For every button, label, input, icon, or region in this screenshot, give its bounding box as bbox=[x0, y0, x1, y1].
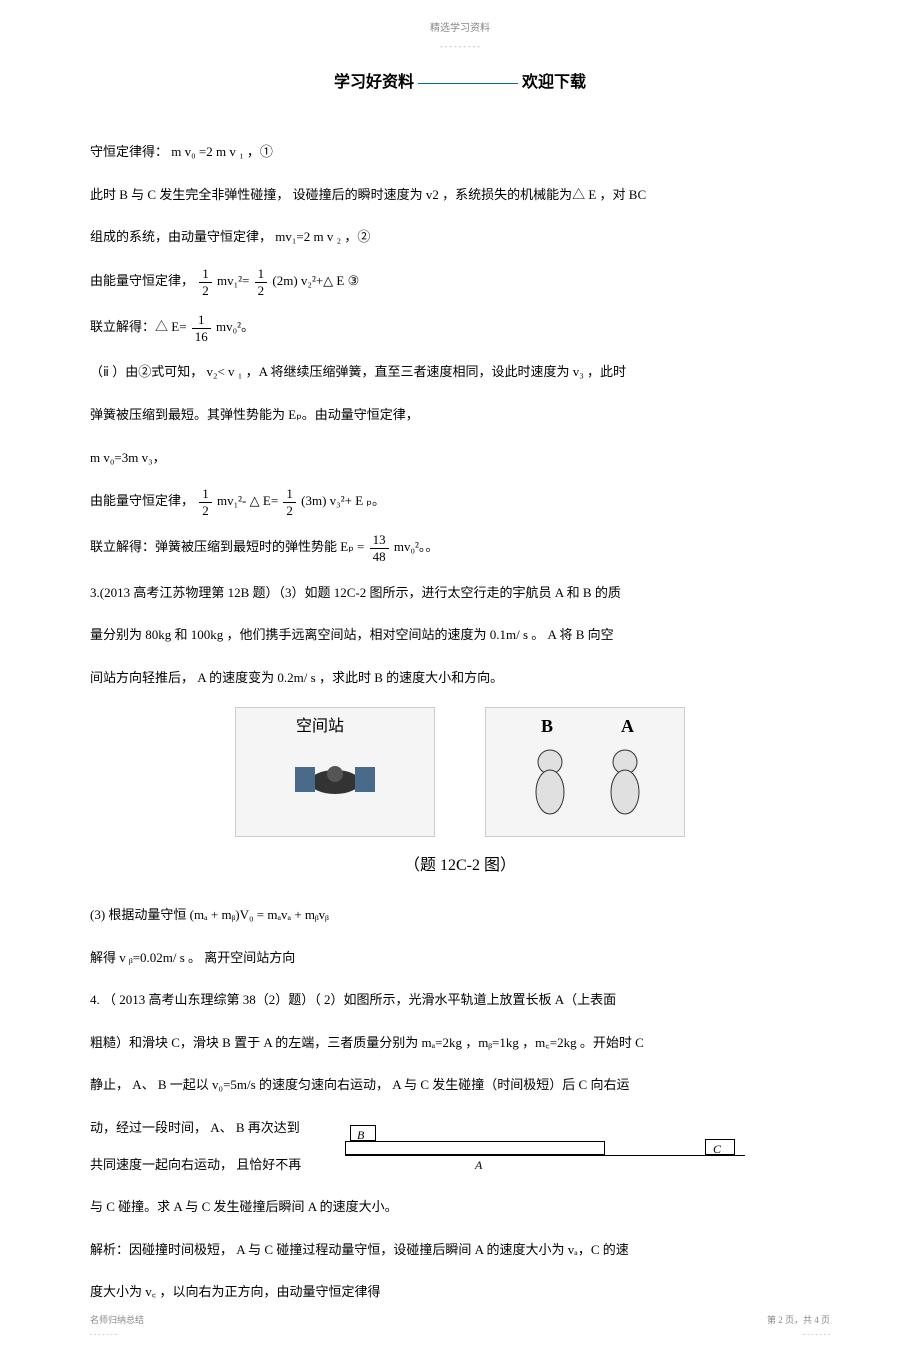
line8: m v₀=3m v₃， bbox=[90, 444, 830, 473]
line19b: 共同速度一起向右运动， 且恰好不再 bbox=[90, 1151, 330, 1180]
line4: 由能量守恒定律， 1 2 mv₁²= 1 2 (2m) v₂²+△ E ③ bbox=[90, 266, 830, 298]
header-right: 欢迎下载 bbox=[522, 74, 586, 91]
content: 守恒定律得： m v₀ =2 m v ₁ ，① 此时 B 与 C 发生完全非弹性… bbox=[90, 138, 830, 1307]
board-a bbox=[345, 1141, 605, 1155]
top-dots: - - - - - - - - - bbox=[90, 40, 830, 54]
line12: 量分别为 80kg 和 100kg ，他们携手远离空间站，相对空间站的速度为 0… bbox=[90, 621, 830, 650]
line14: (3) 根据动量守恒 (mₐ + mᵦ)V₀ = mₐvₐ + mᵦvᵦ bbox=[90, 901, 830, 930]
line22: 度大小为 v꜀ ，以向右为正方向，由动量守恒定律得 bbox=[90, 1278, 830, 1307]
line16: 4. （ 2013 高考山东理综第 38（2）题）（ 2）如图所示，光滑水平轨道… bbox=[90, 986, 830, 1015]
line20: 与 C 碰撞。求 A 与 C 发生碰撞后瞬间 A 的速度大小。 bbox=[90, 1193, 830, 1222]
line19a: 动，经过一段时间， A、 B 再次达到 bbox=[90, 1114, 330, 1143]
line3: 组成的系统，由动量守恒定律， mv₁=2 m v ₂ ，② bbox=[90, 223, 830, 252]
line1: 守恒定律得： m v₀ =2 m v ₁ ，① bbox=[90, 138, 830, 167]
astronauts-icon bbox=[495, 717, 675, 827]
frac-half-1: 1 2 bbox=[199, 266, 212, 298]
space-station-figure: 空间站 bbox=[235, 707, 435, 837]
line10: 联立解得：弹簧被压缩到最短时的弹性势能 Eₚ = 13 48 mv₀²。。 bbox=[90, 532, 830, 564]
astro-a-label: A bbox=[621, 710, 634, 742]
astro-b-label: B bbox=[541, 710, 553, 742]
line9: 由能量守恒定律， 1 2 mv₁²- △ E= 1 2 (3m) v₃²+ E … bbox=[90, 486, 830, 518]
footer: 名师归纳总结 - - - - - - - 第 2 页，共 4 页 - - - -… bbox=[90, 1312, 830, 1341]
line11: 3.(2013 高考江苏物理第 12B 题）（3）如题 12C-2 图所示，进行… bbox=[90, 579, 830, 608]
header-underline bbox=[418, 83, 518, 84]
figure-row: 空间站 B A bbox=[90, 707, 830, 837]
frac-half-3: 1 2 bbox=[199, 486, 212, 518]
header-line: 学习好资料 欢迎下载 bbox=[90, 69, 830, 98]
figure-caption: （题 12C-2 图） bbox=[90, 852, 830, 881]
line21: 解析：因碰撞时间极短， A 与 C 碰撞过程动量守恒，设碰撞后瞬间 A 的速度大… bbox=[90, 1236, 830, 1265]
frac-half-4: 1 2 bbox=[283, 486, 296, 518]
space-station-icon bbox=[275, 732, 395, 812]
label-a: A bbox=[475, 1155, 482, 1177]
line15: 解得 v ᵦ=0.02m/ s 。 离开空间站方向 bbox=[90, 944, 830, 973]
astronauts-figure: B A bbox=[485, 707, 685, 837]
frac-half-2: 1 2 bbox=[255, 266, 268, 298]
physics-diagram: B A C bbox=[345, 1119, 830, 1179]
line17: 粗糙）和滑块 C，滑块 B 置于 A 的左端，三者质量分别为 mₐ=2kg ，m… bbox=[90, 1029, 830, 1058]
frac-sixteenth: 1 16 bbox=[192, 312, 211, 344]
ground-line bbox=[345, 1155, 745, 1156]
line13: 间站方向轻推后， A 的速度变为 0.2m/ s ，求此时 B 的速度大小和方向… bbox=[90, 664, 830, 693]
top-label: 精选学习资料 bbox=[90, 20, 830, 38]
line6: （ⅱ ）由②式可知， v₂< v ₁ ，A 将继续压缩弹簧，直至三者速度相同，设… bbox=[90, 358, 830, 387]
frac-ep: 13 48 bbox=[370, 532, 389, 564]
footer-right: 第 2 页，共 4 页 - - - - - - - bbox=[767, 1312, 830, 1341]
label-c: C bbox=[713, 1139, 721, 1161]
line18: 静止， A、 B 一起以 v₀=5m/s 的速度匀速向右运动， A 与 C 发生… bbox=[90, 1071, 830, 1100]
line7: 弹簧被压缩到最短。其弹性势能为 Eₚ。由动量守恒定律， bbox=[90, 401, 830, 430]
line2: 此时 B 与 C 发生完全非弹性碰撞， 设碰撞后的瞬时速度为 v2 ，系统损失的… bbox=[90, 181, 830, 210]
space-station-label: 空间站 bbox=[296, 713, 344, 742]
line5: 联立解得：△ E= 1 16 mv₀²。 bbox=[90, 312, 830, 344]
label-b: B bbox=[357, 1125, 364, 1147]
footer-left: 名师归纳总结 - - - - - - - bbox=[90, 1312, 144, 1341]
header-left: 学习好资料 bbox=[334, 74, 414, 91]
